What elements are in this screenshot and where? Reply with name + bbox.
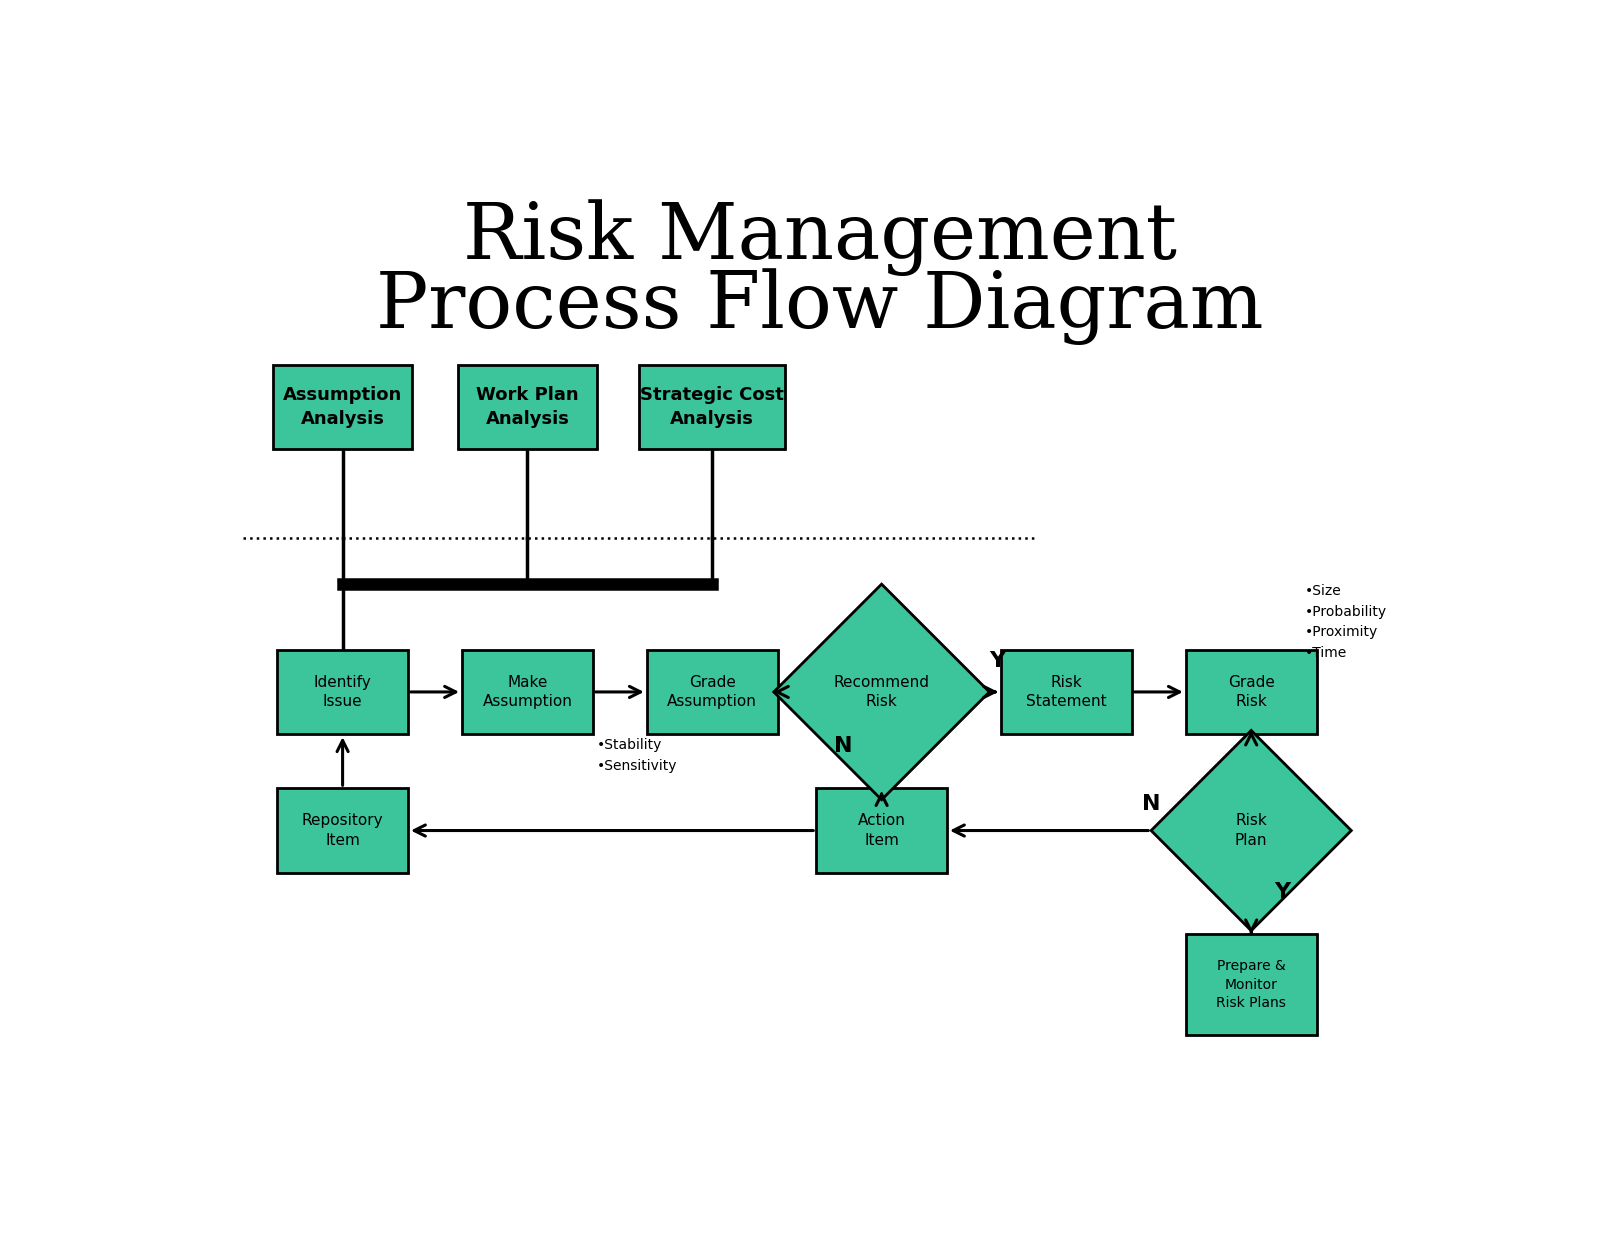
FancyBboxPatch shape	[277, 650, 408, 734]
Polygon shape	[774, 585, 989, 800]
FancyBboxPatch shape	[1186, 934, 1317, 1035]
Text: Work Plan
Analysis: Work Plan Analysis	[477, 386, 579, 428]
FancyBboxPatch shape	[646, 650, 778, 734]
Text: Prepare &
Monitor
Risk Plans: Prepare & Monitor Risk Plans	[1216, 959, 1286, 1010]
FancyBboxPatch shape	[1186, 650, 1317, 734]
FancyBboxPatch shape	[1002, 650, 1131, 734]
Text: Y: Y	[1274, 883, 1290, 902]
Text: Y: Y	[989, 651, 1005, 671]
Text: N: N	[834, 735, 853, 756]
Text: Grade
Assumption: Grade Assumption	[667, 675, 757, 709]
Text: Repository
Item: Repository Item	[302, 813, 384, 848]
Text: Recommend
Risk: Recommend Risk	[834, 675, 930, 709]
Text: Action
Item: Action Item	[858, 813, 906, 848]
Text: Risk
Statement: Risk Statement	[1026, 675, 1107, 709]
Text: Assumption
Analysis: Assumption Analysis	[283, 386, 402, 428]
Text: Risk
Plan: Risk Plan	[1235, 813, 1267, 848]
Text: Identify
Issue: Identify Issue	[314, 675, 371, 709]
Text: Grade
Risk: Grade Risk	[1227, 675, 1275, 709]
FancyBboxPatch shape	[274, 365, 411, 450]
FancyBboxPatch shape	[462, 650, 594, 734]
FancyBboxPatch shape	[277, 789, 408, 873]
FancyBboxPatch shape	[816, 789, 947, 873]
Text: N: N	[1142, 794, 1160, 813]
Text: •Stability
•Sensitivity: •Stability •Sensitivity	[597, 738, 677, 772]
Text: •Size
•Probability
•Proximity
•Time: •Size •Probability •Proximity •Time	[1306, 585, 1387, 660]
Text: Risk Management: Risk Management	[462, 199, 1178, 276]
Text: Make
Assumption: Make Assumption	[483, 675, 573, 709]
Text: Strategic Cost
Analysis: Strategic Cost Analysis	[640, 386, 784, 428]
Polygon shape	[1150, 730, 1352, 931]
FancyBboxPatch shape	[638, 365, 786, 450]
FancyBboxPatch shape	[458, 365, 597, 450]
Text: Process Flow Diagram: Process Flow Diagram	[376, 268, 1264, 345]
